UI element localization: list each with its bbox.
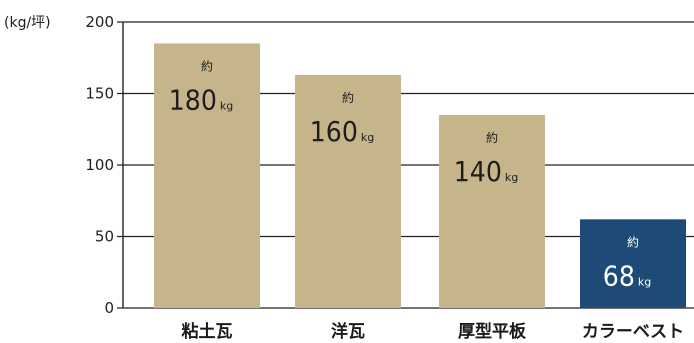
y-tick-label: 50 bbox=[95, 228, 114, 246]
y-tick-labels: 0 50 100 150 200 bbox=[85, 13, 114, 317]
data-label-value: 180 kg bbox=[169, 83, 233, 116]
data-label-value: 140 kg bbox=[454, 155, 518, 188]
data-label-value: 68 kg bbox=[603, 259, 651, 292]
y-tick-label: 200 bbox=[85, 13, 114, 31]
y-tick-label: 100 bbox=[85, 156, 114, 174]
bar bbox=[580, 219, 686, 308]
data-label-prefix: 約 bbox=[342, 90, 354, 105]
data-label-prefix: 約 bbox=[627, 234, 639, 249]
category-label: 洋瓦 bbox=[331, 321, 365, 342]
data-label-prefix: 約 bbox=[486, 130, 498, 145]
y-tick-label: 150 bbox=[85, 85, 114, 103]
category-label: 粘土瓦 bbox=[182, 321, 233, 342]
bars bbox=[154, 43, 686, 308]
bar bbox=[154, 43, 260, 308]
y-axis bbox=[117, 21, 124, 309]
bar bbox=[295, 74, 401, 308]
category-label: カラーベスト bbox=[582, 322, 684, 342]
y-axis-unit-label: (kg/坪) bbox=[4, 15, 51, 31]
category-label: 厚型平板 bbox=[458, 321, 527, 342]
data-labels: 約 180 kg 約 160 kg 約 140 kg 約 68 kg bbox=[169, 58, 651, 292]
y-tick-label: 0 bbox=[104, 299, 114, 317]
data-label-prefix: 約 bbox=[201, 58, 213, 73]
bar bbox=[439, 114, 545, 308]
category-labels: 粘土瓦 洋瓦 厚型平板 カラーベスト bbox=[182, 321, 685, 342]
data-label-value: 160 kg bbox=[310, 115, 374, 148]
